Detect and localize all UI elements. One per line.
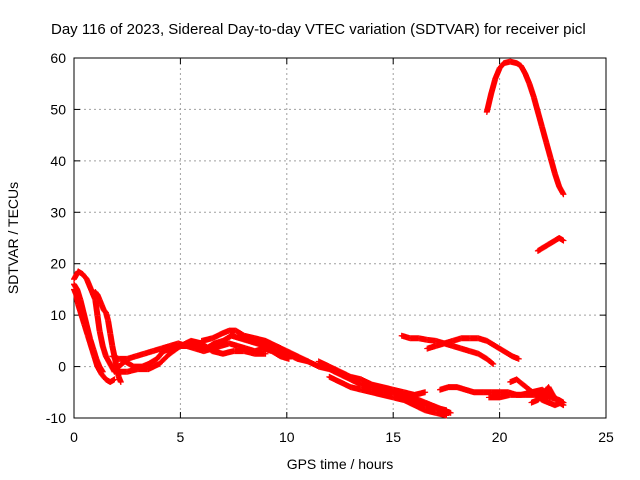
data-point-run xyxy=(548,156,558,175)
series-arc-i xyxy=(326,374,449,419)
sdtvar-chart: Day 116 of 2023, Sidereal Day-to-day VTE… xyxy=(0,0,640,480)
y-tick-label: 30 xyxy=(50,204,66,220)
y-axis-label: SDTVAR / TECUs xyxy=(5,182,21,294)
x-tick-labels: 0 5 10 15 20 25 xyxy=(70,429,614,445)
x-tick-label: 25 xyxy=(598,429,614,445)
y-tick-label: 50 xyxy=(50,101,66,117)
chart-title: Day 116 of 2023, Sidereal Day-to-day VTE… xyxy=(51,21,586,38)
series-arc-q xyxy=(484,59,567,198)
series-arc-r xyxy=(535,235,567,254)
data-point-run xyxy=(107,331,115,348)
data-point-run xyxy=(535,110,545,129)
data-point-run xyxy=(531,95,541,114)
data-point-run xyxy=(105,318,113,335)
y-tick-label: 20 xyxy=(50,256,66,272)
data-point-run xyxy=(97,329,106,348)
data-point-run xyxy=(95,313,103,332)
y-tick-label: 60 xyxy=(50,50,66,66)
data-point-run xyxy=(484,92,494,114)
data-point-run xyxy=(488,77,498,96)
y-tick-label: 0 xyxy=(58,359,66,375)
y-tick-label: 10 xyxy=(50,307,66,323)
data-point-run xyxy=(544,141,554,160)
x-tick-label: 20 xyxy=(492,429,508,445)
y-tick-label: -10 xyxy=(46,410,66,426)
data-point-run xyxy=(539,126,549,145)
x-tick-label: 10 xyxy=(279,429,295,445)
x-tick-label: 5 xyxy=(177,429,185,445)
y-tick-label: 40 xyxy=(50,153,66,169)
x-tick-label: 15 xyxy=(385,429,401,445)
x-axis-label: GPS time / hours xyxy=(287,456,394,472)
x-tick-label: 0 xyxy=(70,429,78,445)
data-points xyxy=(71,59,566,419)
y-tick-labels: -10 0 10 20 30 40 50 60 xyxy=(46,50,66,426)
